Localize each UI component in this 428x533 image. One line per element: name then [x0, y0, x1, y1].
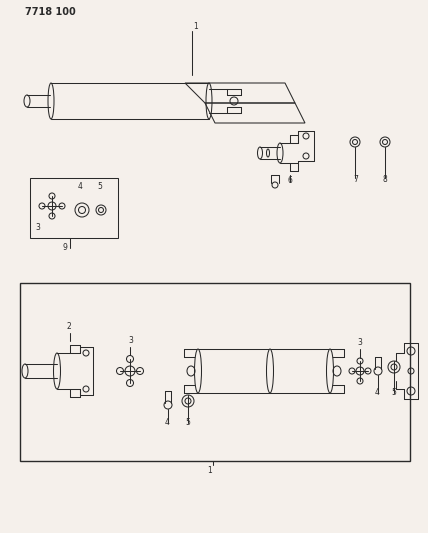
Text: 1: 1 — [193, 22, 198, 31]
Text: 4: 4 — [375, 388, 380, 397]
Ellipse shape — [267, 349, 273, 393]
Ellipse shape — [194, 349, 202, 393]
Text: 5: 5 — [185, 418, 190, 427]
Text: 7718 100: 7718 100 — [25, 7, 76, 17]
Text: 6: 6 — [288, 176, 292, 185]
Text: 3: 3 — [357, 338, 362, 347]
Text: 1: 1 — [208, 466, 212, 475]
Bar — [20, 283, 410, 461]
Bar — [30, 178, 118, 238]
Text: 4: 4 — [78, 182, 83, 191]
Text: 7: 7 — [353, 175, 358, 184]
Ellipse shape — [327, 349, 333, 393]
Text: 3: 3 — [35, 223, 40, 232]
Text: 3: 3 — [128, 336, 133, 345]
Text: 5: 5 — [97, 182, 102, 191]
Text: 5: 5 — [391, 388, 396, 397]
Text: 2: 2 — [67, 322, 72, 331]
Text: 4: 4 — [165, 418, 170, 427]
Text: 9: 9 — [62, 243, 68, 252]
Text: 8: 8 — [383, 175, 388, 184]
